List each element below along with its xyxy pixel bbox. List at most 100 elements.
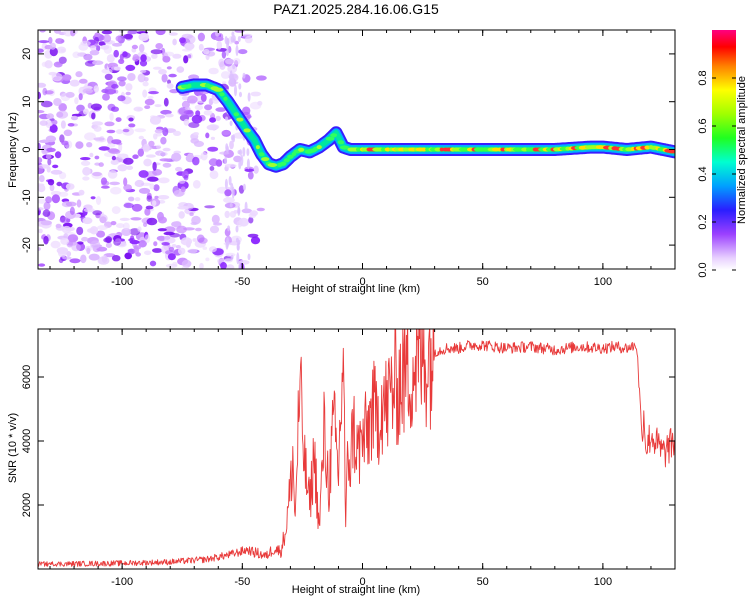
spectrogram-noise-blob [157,195,170,200]
colorbar-tick-label: 0.0 [697,262,709,277]
spectrogram-xtick-label: 100 [594,276,612,288]
spectrogram-noise-blob [128,117,134,122]
spectrogram-noise-blob [253,165,259,174]
colorbar-gradient [712,30,736,270]
colorbar-tick-label: 0.8 [697,70,709,85]
spectrogram-noise-blob [104,121,115,127]
spectrogram-noise-blob [110,186,122,195]
spectrogram-ridge-peak [425,147,430,152]
spectrogram-noise-blob [126,165,134,170]
spectrogram-noise-blob [144,98,155,106]
spectrogram-noise-blob [248,216,254,224]
spectrogram-noise-blob [115,238,122,244]
spectrogram-noise-blob [159,158,171,162]
spectrogram-noise-blob [154,129,163,134]
spectrogram-noise-blob [191,114,203,124]
colorbar-tick-label: 0.6 [697,118,709,133]
spectrogram-noise-blob [65,91,75,98]
spectrogram-noise-blob [90,103,102,111]
spectrogram-noise-blob [110,159,119,165]
spectrogram-ridge-peak [261,157,270,162]
spectrogram-noise-blob [143,222,148,227]
spectrogram-noise-blob [143,158,152,167]
spectrogram-noise-blob [172,38,177,46]
spectrogram-noise-streak [230,134,234,141]
spectrogram-noise-blob [43,235,49,245]
spectrogram-noise-blob [50,169,63,175]
spectrogram-noise-blob [83,108,89,115]
spectrogram-noise-blob [99,214,108,223]
spectrogram-noise-blob [223,197,235,204]
spectrogram-noise-blob [162,127,169,137]
spectrogram-noise-blob [91,171,103,179]
spectrogram-noise-blob [181,100,190,109]
spectrogram-noise-blob [208,246,217,253]
spectrogram-noise-blob [176,66,185,73]
spectrogram-noise-blob [83,207,95,213]
spectrogram-noise-blob [137,148,144,157]
snr-x-axis-title: Height of straight line (km) [292,584,420,596]
spectrogram-noise-blob [154,195,159,199]
spectrogram-noise-blob [80,157,91,161]
spectrogram-ridge-peak [258,152,265,157]
spectrogram-noise-streak [226,145,229,153]
spectrogram-noise-blob [166,83,174,89]
spectrogram-noise-blob [155,43,163,50]
spectrogram-ridge-peak [298,147,305,152]
spectrogram-noise-blob [42,209,51,217]
spectrogram-noise-blob [101,68,113,74]
spectrogram-noise-blob [160,136,167,145]
spectrogram-noise-blob [121,228,132,236]
spectrogram-noise-blob [79,78,88,84]
spectrogram-noise-streak [242,147,246,157]
spectrogram-noise-blob [209,170,219,180]
spectrogram-y-axis-title: Frequency (Hz) [7,112,19,188]
spectrogram-noise-blob [125,64,136,71]
spectrogram-noise-streak [246,148,250,157]
spectrogram-noise-streak [226,37,230,46]
spectrogram-noise-blob [46,166,51,173]
spectrogram-noise-streak [229,120,233,127]
spectrogram-noise-blob [215,107,227,112]
spectrogram-noise-blob [111,255,121,262]
spectrogram-noise-blob [89,152,94,158]
spectrogram-noise-blob [127,30,138,35]
spectrogram-noise-blob [123,33,133,40]
spectrogram-noise-blob [134,197,141,202]
spectrogram-noise-blob [156,235,167,241]
spectrogram-noise-blob [128,196,135,202]
spectrogram-noise-streak [239,91,242,98]
spectrogram-noise-blob [209,225,220,234]
spectrogram-noise-streak [225,116,229,121]
spectrogram-noise-blob [190,221,198,226]
spectrogram-noise-blob [196,234,205,243]
spectrogram-noise-blob [125,83,133,91]
spectrogram-noise-blob [249,101,262,110]
spectrogram-noise-blob [118,80,126,87]
spectrogram-noise-blob [168,73,177,78]
spectrogram-noise-blob [90,45,97,51]
spectrogram-noise-blob [187,54,192,59]
spectrogram-noise-blob [38,175,45,183]
spectrogram-noise-streak [238,262,242,269]
spectrogram-noise-blob [224,189,232,197]
spectrogram-noise-blob [148,91,159,95]
spectrogram-noise-blob [203,49,210,55]
spectrogram-ridge-peak [267,163,278,167]
spectrogram-noise-blob [47,158,52,166]
spectrogram-noise-blob [192,180,201,189]
spectrogram-noise-blob [105,236,112,244]
spectrogram-noise-blob [156,144,162,150]
spectrogram-noise-blob [67,234,79,243]
spectrogram-noise-blob [203,110,213,116]
spectrogram-noise-blob [225,58,234,65]
snr-series-line [38,329,675,567]
spectrogram-noise-streak [232,38,236,43]
spectrogram-noise-blob [116,129,123,135]
spectrogram-noise-blob [132,54,139,62]
spectrogram-noise-blob [150,115,156,119]
spectrogram-noise-streak [237,206,241,216]
spectrogram-noise-blob [75,71,83,78]
spectrogram-noise-blob [49,124,58,133]
spectrogram-noise-blob [63,129,73,137]
